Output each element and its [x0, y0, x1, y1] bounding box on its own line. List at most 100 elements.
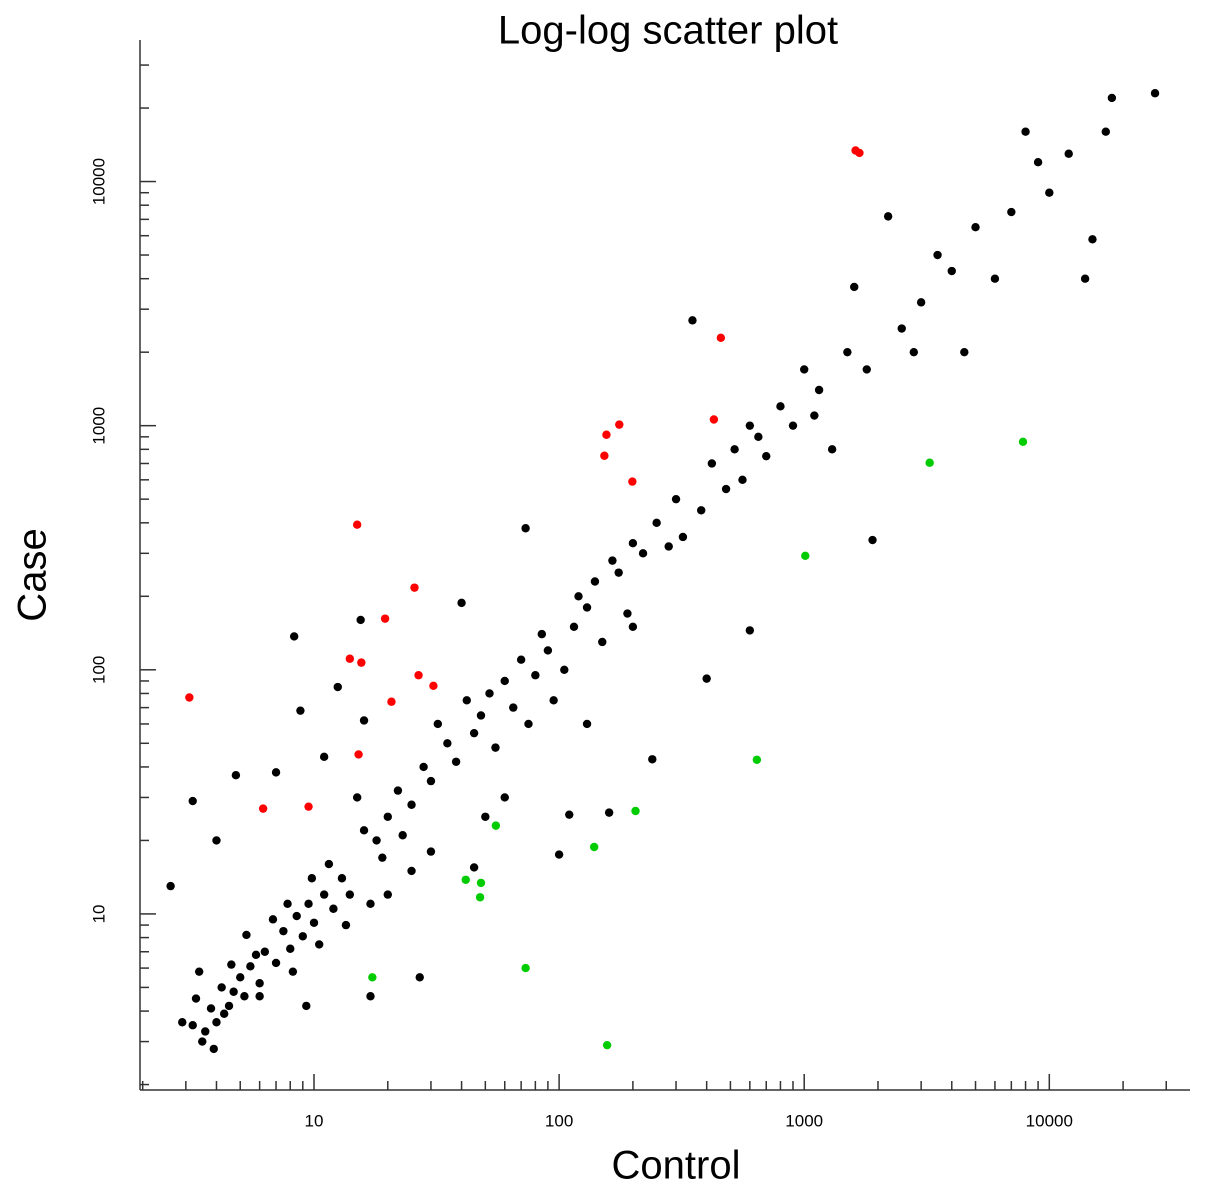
point	[531, 671, 540, 680]
point	[206, 1004, 216, 1013]
point	[560, 665, 569, 674]
point	[1045, 188, 1054, 197]
point	[236, 973, 245, 982]
point	[1064, 149, 1073, 158]
point	[209, 1044, 218, 1054]
point	[862, 365, 871, 374]
point	[356, 615, 365, 625]
point	[697, 506, 706, 515]
point	[383, 890, 392, 899]
point	[925, 458, 934, 467]
point	[481, 812, 490, 821]
point	[380, 614, 390, 623]
point	[549, 696, 558, 705]
point	[589, 842, 599, 852]
point	[296, 706, 305, 715]
point	[414, 671, 423, 680]
point	[255, 979, 264, 988]
point	[283, 899, 292, 909]
point	[251, 950, 261, 960]
point	[652, 518, 661, 528]
point	[702, 674, 711, 683]
point	[745, 421, 755, 430]
point	[721, 484, 731, 494]
point	[188, 796, 197, 806]
point	[383, 812, 392, 821]
y-tick-label: 10	[89, 904, 108, 923]
point	[319, 752, 329, 762]
point	[909, 347, 919, 357]
point	[754, 432, 763, 442]
point	[485, 689, 494, 698]
point	[191, 994, 201, 1003]
point	[201, 1027, 210, 1036]
point	[752, 755, 762, 764]
point	[462, 696, 471, 705]
point	[194, 967, 204, 976]
point	[537, 629, 547, 639]
point	[638, 549, 648, 558]
point	[359, 716, 369, 725]
point	[500, 676, 509, 686]
point	[298, 932, 307, 941]
point	[352, 793, 362, 802]
point	[971, 223, 980, 232]
y-tick-label: 100	[89, 656, 108, 684]
point	[271, 768, 281, 777]
point	[426, 847, 436, 856]
point	[814, 385, 824, 395]
y-tick-label: 10000	[89, 158, 108, 205]
point	[217, 983, 226, 992]
point	[292, 911, 301, 921]
point	[443, 739, 452, 748]
point	[598, 637, 607, 647]
point	[289, 632, 299, 641]
point	[604, 808, 614, 817]
point	[707, 459, 717, 468]
point	[491, 743, 500, 752]
point	[410, 583, 419, 592]
point	[407, 800, 416, 809]
point	[628, 477, 637, 486]
point	[288, 967, 298, 976]
point	[246, 962, 255, 971]
point	[469, 728, 479, 738]
point	[271, 958, 281, 968]
point	[398, 831, 407, 840]
point	[664, 542, 673, 551]
point	[569, 622, 579, 632]
point	[1021, 127, 1030, 136]
point	[219, 1009, 229, 1018]
point	[843, 347, 852, 357]
point	[378, 853, 387, 862]
point	[198, 1037, 207, 1046]
point	[341, 920, 351, 930]
point	[810, 411, 819, 420]
point	[960, 347, 969, 357]
point	[600, 451, 609, 460]
point	[678, 532, 688, 542]
point	[166, 881, 175, 891]
point	[279, 926, 288, 936]
point	[352, 520, 362, 529]
point	[745, 626, 755, 635]
point	[574, 592, 583, 601]
point	[426, 776, 436, 786]
point	[521, 963, 530, 973]
point	[716, 333, 726, 343]
point	[324, 859, 334, 869]
point	[372, 836, 381, 845]
point	[1150, 89, 1160, 98]
point	[227, 960, 236, 969]
point	[1088, 235, 1097, 244]
point	[387, 697, 396, 706]
point	[359, 826, 369, 835]
point	[461, 875, 470, 884]
point	[345, 654, 355, 663]
point	[302, 1001, 311, 1011]
point	[368, 973, 377, 982]
point	[393, 786, 403, 795]
point	[231, 771, 241, 780]
